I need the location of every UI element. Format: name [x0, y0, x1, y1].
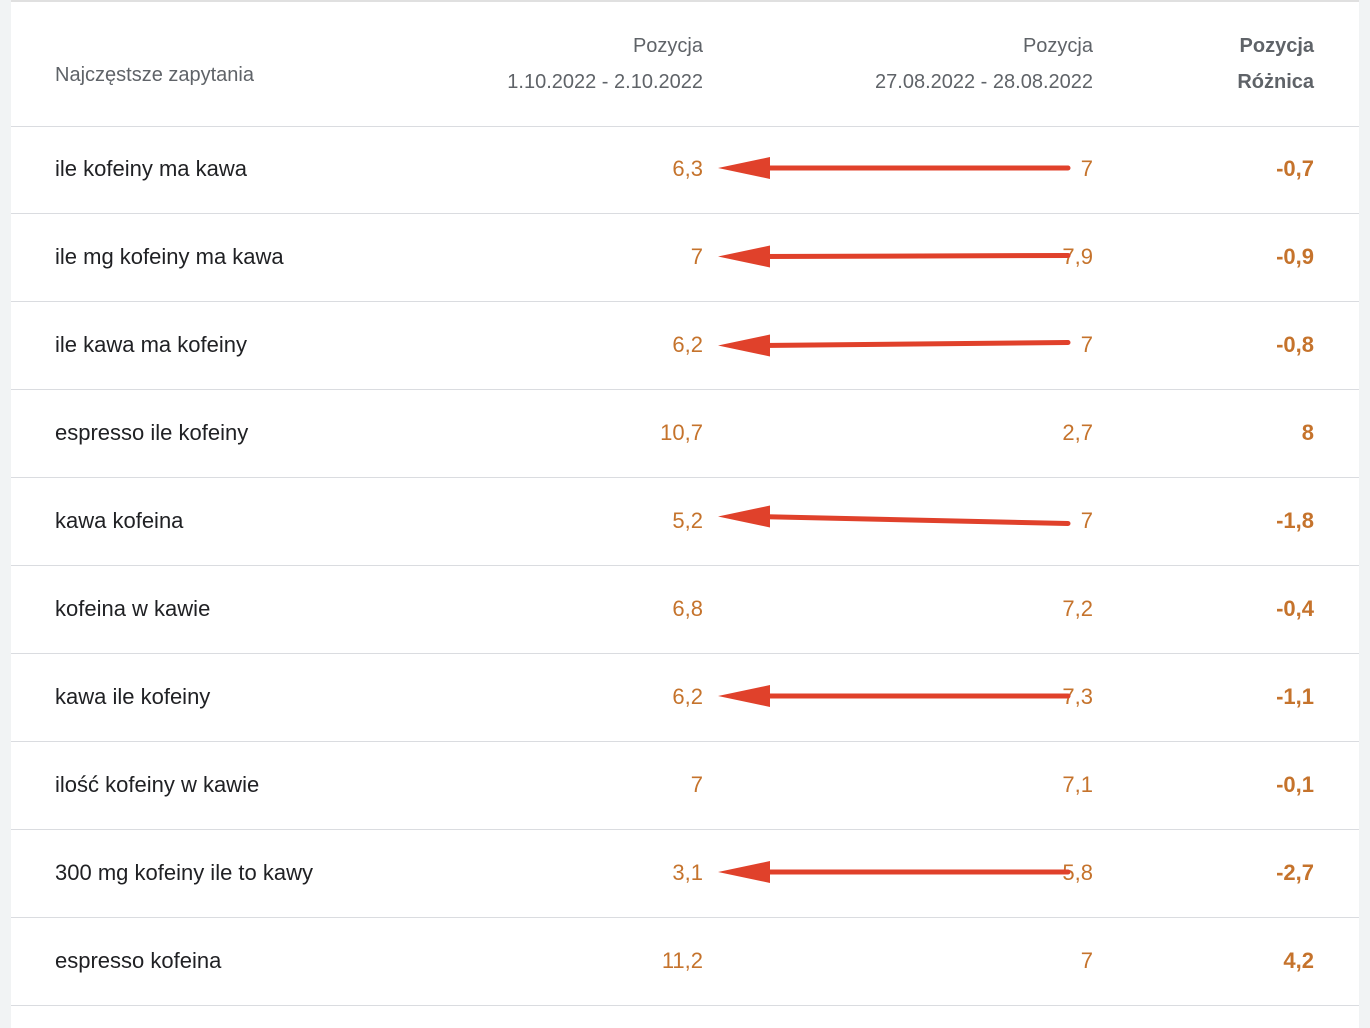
- position-difference-cell: 4,2: [1283, 948, 1314, 973]
- position-previous-cell: 7: [1080, 156, 1093, 181]
- header-position-current[interactable]: Pozycja 1.10.2022 - 2.10.2022: [507, 28, 703, 100]
- queries-table: Najczęstsze zapytania Pozycja 1.10.2022 …: [11, 0, 1359, 1028]
- header-position-current-title: Pozycja: [632, 35, 703, 57]
- header-queries-label: Najczęstsze zapytania: [55, 64, 254, 86]
- table-row[interactable]: ilość kofeiny w kawie 7 7,1 -0,1: [11, 742, 1359, 830]
- position-difference-cell: 8: [1301, 420, 1314, 445]
- position-previous-cell: 7,2: [1062, 596, 1093, 621]
- position-difference-cell: -2,7: [1276, 860, 1314, 885]
- query-cell: espresso kofeina: [55, 948, 222, 973]
- position-previous-cell: 7: [1080, 948, 1093, 973]
- table-row[interactable]: kofeina w kawie 6,8 7,2 -0,4: [11, 566, 1359, 654]
- table-header: Najczęstsze zapytania Pozycja 1.10.2022 …: [11, 2, 1359, 127]
- position-difference-cell: -0,4: [1276, 596, 1314, 621]
- header-position-previous-title: Pozycja: [1022, 35, 1093, 57]
- header-position-previous[interactable]: Pozycja 27.08.2022 - 28.08.2022: [875, 28, 1093, 100]
- query-cell: kawa ile kofeiny: [55, 684, 211, 709]
- query-cell: ile mg kofeiny ma kawa: [55, 244, 284, 269]
- query-cell: kawa kofeina: [55, 508, 184, 533]
- position-current-cell: 6,3: [672, 156, 703, 181]
- position-current-cell: 7: [690, 772, 703, 797]
- position-previous-cell: 7,9: [1062, 244, 1093, 269]
- position-difference-cell: -0,1: [1276, 772, 1314, 797]
- query-cell: ile kawa ma kofeiny: [55, 332, 247, 357]
- query-cell: ilość kofeiny w kawie: [55, 772, 260, 797]
- position-difference-cell: -1,8: [1276, 508, 1314, 533]
- position-current-cell: 10,7: [660, 420, 703, 445]
- query-cell: espresso ile kofeiny: [55, 420, 249, 445]
- table-row[interactable]: kawa kofeina 5,2 7 -1,8: [11, 478, 1359, 566]
- position-current-cell: 6,2: [672, 332, 703, 357]
- position-current-cell: 6,2: [672, 684, 703, 709]
- query-cell: 300 mg kofeiny ile to kawy: [55, 860, 314, 885]
- position-difference-cell: -0,7: [1276, 156, 1314, 181]
- position-difference-cell: -1,1: [1276, 684, 1314, 709]
- query-cell: ile kofeiny ma kawa: [55, 156, 247, 181]
- position-previous-cell: 7: [1080, 332, 1093, 357]
- header-position-difference-title: Pozycja: [1239, 35, 1314, 57]
- table-row[interactable]: ile kofeiny ma kawa 6,3 7 -0,7: [11, 126, 1359, 214]
- position-difference-cell: -0,9: [1276, 244, 1314, 269]
- header-position-current-range: 1.10.2022 - 2.10.2022: [507, 71, 703, 93]
- header-position-previous-range: 27.08.2022 - 28.08.2022: [875, 71, 1093, 93]
- position-current-cell: 3,1: [672, 860, 703, 885]
- position-current-cell: 11,2: [661, 948, 703, 973]
- position-previous-cell: 5,8: [1062, 860, 1093, 885]
- position-previous-cell: 7,1: [1062, 772, 1093, 797]
- position-current-cell: 5,2: [672, 508, 703, 533]
- table-row[interactable]: kawa ile kofeiny 6,2 7,3 -1,1: [11, 654, 1359, 742]
- position-previous-cell: 7,3: [1062, 684, 1093, 709]
- header-position-difference-label: Różnica: [1237, 71, 1314, 93]
- table-row[interactable]: 300 mg kofeiny ile to kawy 3,1 5,8 -2,7: [11, 830, 1359, 918]
- position-current-cell: 7: [690, 244, 703, 269]
- position-previous-cell: 7: [1080, 508, 1093, 533]
- header-queries[interactable]: Najczęstsze zapytania: [55, 57, 254, 93]
- table-body: ile kofeiny ma kawa 6,3 7 -0,7 ile mg ko…: [11, 126, 1359, 1006]
- table-row[interactable]: ile kawa ma kofeiny 6,2 7 -0,8: [11, 302, 1359, 390]
- table-row[interactable]: ile mg kofeiny ma kawa 7 7,9 -0,9: [11, 214, 1359, 302]
- header-position-difference[interactable]: Pozycja Różnica: [1237, 28, 1314, 100]
- table-row[interactable]: espresso kofeina 11,2 7 4,2: [11, 918, 1359, 1006]
- position-previous-cell: 2,7: [1062, 420, 1093, 445]
- position-current-cell: 6,8: [672, 596, 703, 621]
- query-cell: kofeina w kawie: [55, 596, 211, 621]
- position-difference-cell: -0,8: [1276, 332, 1314, 357]
- table-row[interactable]: espresso ile kofeiny 10,7 2,7 8: [11, 390, 1359, 478]
